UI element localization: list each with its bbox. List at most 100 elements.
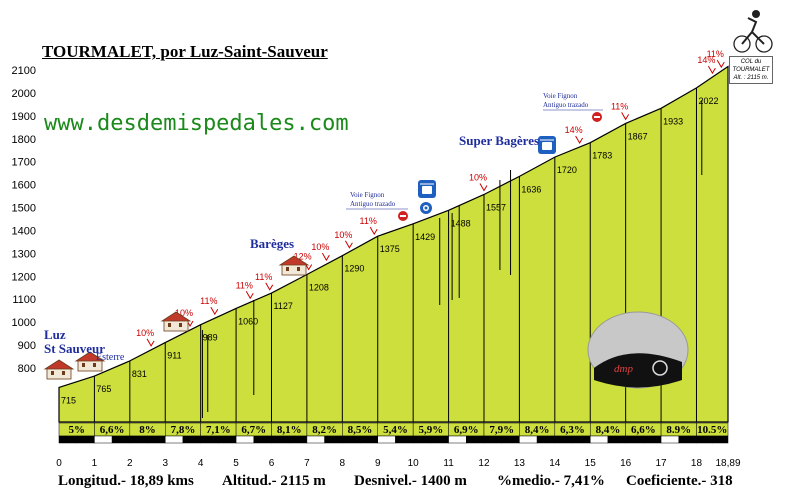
grade-marker-arrow [479,183,488,192]
grade-label: 7,9% [489,424,514,436]
house-icon [43,359,75,380]
grade-marker-arrow [369,226,378,236]
grade-label: 8.9% [666,424,691,436]
grade-label: 5,9% [418,424,443,436]
target-icon [420,202,432,214]
grade-label: 5% [68,424,85,436]
altitude-label: 911 [167,351,181,361]
km-band-right [395,435,414,444]
footer-altitud: Altitud.- 2115 m [222,473,326,489]
km-band-right [678,435,697,444]
grade-label: 5,4% [383,424,408,436]
label-antiguo-trazado-1: Antiguo trazado [350,200,396,208]
altitude-label: 1636 [521,184,541,194]
grade-label: 6,9% [454,424,479,436]
x-tick-label: 1 [92,458,98,469]
label-voie-fignon-2: Voie Fignon [543,92,578,100]
grade-label: 8,2% [312,424,337,436]
x-tick-label: 11 [443,458,454,469]
altitude-label: 1290 [344,264,364,274]
grade-marker-label: 14% [565,125,583,135]
altitude-label: 989 [203,333,218,343]
grade-label: 8,4% [525,424,550,436]
km-band-right [643,435,662,444]
km-dividers [93,87,703,422]
grade-marker-label: 10% [469,172,487,182]
grade-label: 6,6% [100,424,125,436]
altitude-label: 2022 [698,96,718,106]
km-band-left [519,435,538,444]
grade-marker-label: 10% [311,242,329,252]
y-tick-label: 1400 [12,225,36,237]
summit-sign: COL du TOURMALET Alt. : 2115 m. [729,56,773,84]
footer-medio: %medio.- 7,41% [497,473,605,489]
grade-marker-arrow [344,240,353,249]
grade-marker-label: 11% [200,296,217,306]
km-band-right [218,435,237,444]
altitude-label: 1060 [238,316,258,326]
altitude-label: 1783 [592,151,612,161]
altitude-label: 1375 [380,244,400,254]
km-band-left [235,435,255,444]
dmp-logo: dmp [587,311,689,389]
chart-title: TOURMALET, por Luz-Saint-Sauveur [42,42,328,61]
grade-label: 7,8% [171,424,196,436]
grade-marker-arrow [146,338,155,347]
footer-coeficiente: Coeficiente.- 318 [626,473,733,489]
grade-label: 6,6% [631,424,656,436]
y-tick-label: 1100 [12,294,36,306]
y-tick-label: 1500 [12,203,36,215]
km-band-left [342,435,361,444]
km-band-right [111,435,131,444]
x-tick-label: 0 [56,458,62,469]
grade-label: 8% [139,424,156,436]
x-tick-label: 6 [269,458,275,469]
steep-grade-markers: 10%10%11%11%11%12%10%10%11%10%14%11%14%1… [136,49,725,347]
cyclist-icon [733,10,773,53]
grade-label: 10.5% [697,424,727,436]
km-band-left [412,435,432,444]
y-tick-label: 1900 [12,111,36,123]
grade-label: 8,5% [348,424,373,436]
y-tick-label: 1600 [12,180,36,192]
altitude-label: 1127 [273,301,292,311]
grade-marker-arrow [210,306,219,316]
km-band-right [253,435,272,444]
km-band-right [359,435,378,444]
website-url[interactable]: www.desdemispedales.com [44,111,349,136]
altitude-label: 765 [96,384,111,394]
house-icon [160,311,192,332]
grade-marker-arrow [245,291,254,300]
km-band-left [271,435,290,444]
km-band-left [94,435,113,444]
altitude-point-labels: 715 765 831 911 989 1060 1127 1208 1290 1375 1429 1… [61,96,719,406]
grade-marker-label: 14% [697,55,715,65]
percent-band: 5% 6,6% 8% 7,8% 7,1% 6,7% 8,1% 8,2% 8,5% 5,4% 5,9%… [58,422,729,444]
km-band-right [76,435,95,444]
label-esterre: Esterre [96,352,125,363]
label-st-sauveur: St Sauveur [44,341,106,356]
grade-marker-arrow [265,282,274,291]
x-tick-label: 13 [514,458,526,469]
x-tick-label: 4 [198,458,204,469]
no-entry-icon [592,112,602,122]
y-tick-label: 1200 [12,271,36,283]
x-tick-label: 7 [304,458,310,469]
grade-marker-label: 11% [611,101,628,111]
km-band-right [430,435,449,444]
x-tick-label: 8 [340,458,346,469]
x-axis-ticks: 0 1 2 3 4 5 6 7 8 9 10 11 12 13 14 15 16 17 18 18,89 [56,458,741,469]
km-band-left [200,435,219,444]
label-bareges: Barèges [250,236,295,251]
km-band-left [448,435,467,444]
footer-longitud: Longitud.- 18,89 kms [58,473,194,489]
altitude-label: 1208 [309,282,329,292]
y-tick-label: 1700 [12,157,36,169]
y-tick-label: 1300 [12,248,36,260]
km-band-left [625,435,644,444]
y-tick-label: 2000 [12,88,36,100]
grade-marker-arrow [621,112,630,121]
grade-marker-arrow [707,65,716,75]
grade-marker-arrow [575,135,584,144]
